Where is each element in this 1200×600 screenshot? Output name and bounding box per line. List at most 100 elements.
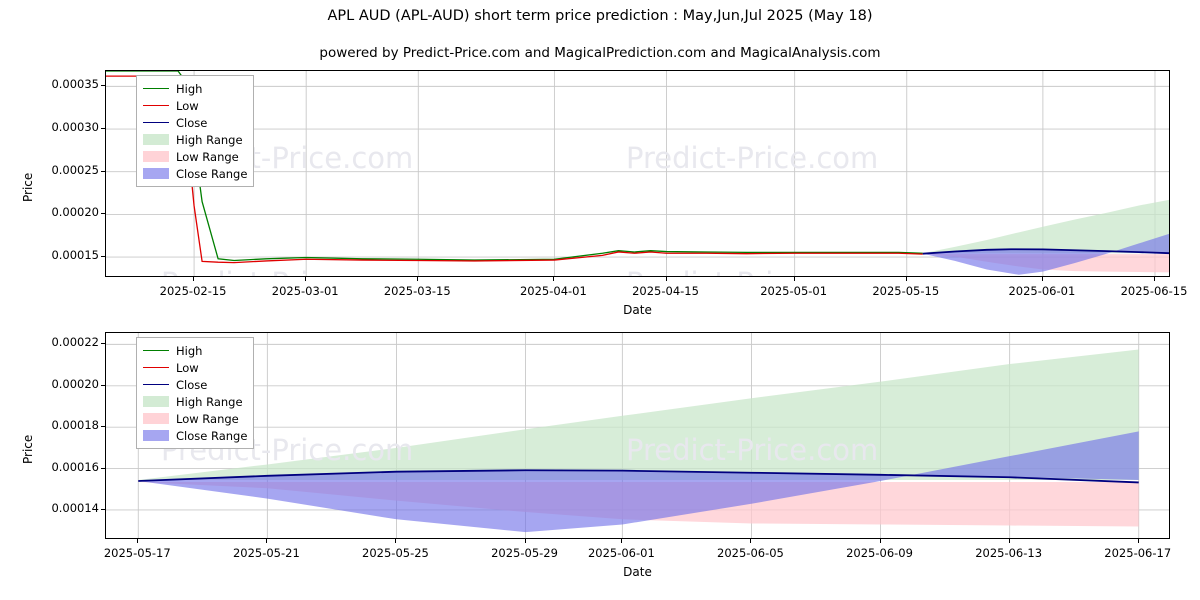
x-tick: [621, 539, 623, 543]
legend-line-swatch: [143, 88, 169, 89]
page-subtitle: powered by Predict-Price.com and Magical…: [319, 45, 881, 61]
legend-label: High Range: [176, 394, 243, 409]
bottom-x-axis-title: Date: [623, 565, 652, 579]
x-tick: [1041, 277, 1043, 281]
y-tick: [101, 128, 105, 130]
y-tick-label: 0.00016: [51, 459, 99, 474]
x-tick-label: 2025-06-15: [1120, 284, 1188, 298]
x-tick: [305, 277, 307, 281]
legend-item-close-range: Close Range: [143, 165, 247, 182]
x-tick: [905, 277, 907, 281]
x-tick: [417, 277, 419, 281]
x-tick-label: 2025-06-05: [717, 546, 784, 560]
x-tick: [1137, 539, 1139, 543]
x-tick: [266, 539, 268, 543]
x-tick: [1153, 277, 1155, 281]
top-x-axis-title: Date: [623, 303, 652, 317]
legend-label: Close: [176, 377, 208, 392]
legend-label: Close Range: [176, 166, 248, 181]
y-tick-label: 0.00014: [51, 500, 99, 515]
y-tick: [101, 467, 105, 469]
x-tick-label: 2025-05-25: [362, 546, 429, 560]
x-tick-label: 2025-06-01: [587, 546, 655, 560]
legend-line-swatch: [143, 350, 169, 351]
legend-area-swatch: [143, 168, 169, 179]
legend-area-swatch: [143, 413, 169, 424]
x-tick-label: 2025-06-09: [846, 546, 913, 560]
top-plot-area: Predict-Price.comPredict-Price.comPredic…: [105, 70, 1170, 277]
x-tick-label: 2025-03-15: [383, 284, 451, 298]
y-tick-label: 0.00020: [51, 205, 99, 220]
y-tick: [101, 213, 105, 215]
legend-area-swatch: [143, 430, 169, 441]
x-tick-label: 2025-02-15: [159, 284, 227, 298]
x-tick-label: 2025-04-15: [632, 284, 699, 298]
y-tick: [101, 256, 105, 258]
x-tick: [750, 539, 752, 543]
legend-line-swatch: [143, 367, 169, 368]
y-tick: [101, 85, 105, 87]
legend-area-swatch: [143, 396, 169, 407]
x-tick-label: 2025-05-17: [103, 546, 171, 560]
y-tick-label: 0.00018: [51, 418, 99, 433]
x-tick-label: 2025-06-01: [1008, 284, 1076, 298]
legend-label: Low Range: [176, 149, 239, 164]
x-tick: [395, 539, 397, 543]
legend: High Low Close High Range Low Range Close Ran…: [136, 337, 255, 449]
x-tick-label: 2025-04-01: [519, 284, 587, 298]
x-tick: [137, 539, 139, 543]
x-tick-label: 2025-05-01: [760, 284, 828, 298]
x-tick: [879, 539, 881, 543]
y-tick: [101, 170, 105, 172]
x-tick: [1008, 539, 1010, 543]
legend: High Low Close High Range Low Range Close Ran…: [136, 75, 255, 187]
series-close: [922, 248, 1169, 255]
legend-item-high: High: [143, 342, 247, 359]
band-high-range: [138, 349, 1139, 480]
y-tick-label: 0.00030: [51, 120, 99, 135]
x-tick: [793, 277, 795, 281]
y-tick-label: 0.00035: [51, 77, 99, 92]
x-tick-label: 2025-06-17: [1104, 546, 1172, 560]
y-tick-label: 0.00015: [51, 248, 99, 263]
bottom-y-axis-title: Price: [21, 434, 35, 464]
bottom-chart-panel: Predict-Price.com Predict-Price.com High Lo…: [0, 325, 1200, 600]
legend-label: Low: [176, 98, 199, 113]
y-tick: [101, 508, 105, 510]
legend-item-low-range: Low Range: [143, 410, 247, 427]
legend-area-swatch: [143, 134, 169, 145]
legend-label: Low Range: [176, 411, 239, 426]
x-tick: [193, 277, 195, 281]
x-tick-label: 2025-05-21: [232, 546, 300, 560]
legend-item-low: Low: [143, 97, 247, 114]
legend-label: Close: [176, 115, 208, 130]
y-tick: [101, 343, 105, 345]
legend-line-swatch: [143, 122, 169, 123]
legend-item-high-range: High Range: [143, 393, 247, 410]
legend-item-high-range: High Range: [143, 131, 247, 148]
legend-item-low: Low: [143, 359, 247, 376]
y-tick: [101, 426, 105, 428]
legend-item-low-range: Low Range: [143, 148, 247, 165]
legend-item-close: Close: [143, 114, 247, 131]
x-tick: [665, 277, 667, 281]
legend-line-swatch: [143, 384, 169, 385]
y-tick-label: 0.00020: [51, 376, 99, 391]
legend-label: Low: [176, 360, 199, 375]
legend-item-close: Close: [143, 376, 247, 393]
series-close: [138, 469, 1139, 484]
x-tick: [553, 277, 555, 281]
band-close-range: [138, 431, 1139, 533]
y-tick-label: 0.00025: [51, 162, 99, 177]
legend-label: High: [176, 343, 203, 358]
y-tick-label: 0.00022: [51, 335, 99, 350]
x-tick-label: 2025-03-01: [271, 284, 339, 298]
bottom-plot-area: Predict-Price.com Predict-Price.com High Lo…: [105, 332, 1170, 539]
legend-item-close-range: Close Range: [143, 427, 247, 444]
legend-label: High: [176, 81, 203, 96]
page-title: APL AUD (APL-AUD) short term price predi…: [327, 8, 873, 24]
band-high-range: [922, 199, 1169, 254]
legend-area-swatch: [143, 151, 169, 162]
band-close-range: [922, 233, 1169, 275]
